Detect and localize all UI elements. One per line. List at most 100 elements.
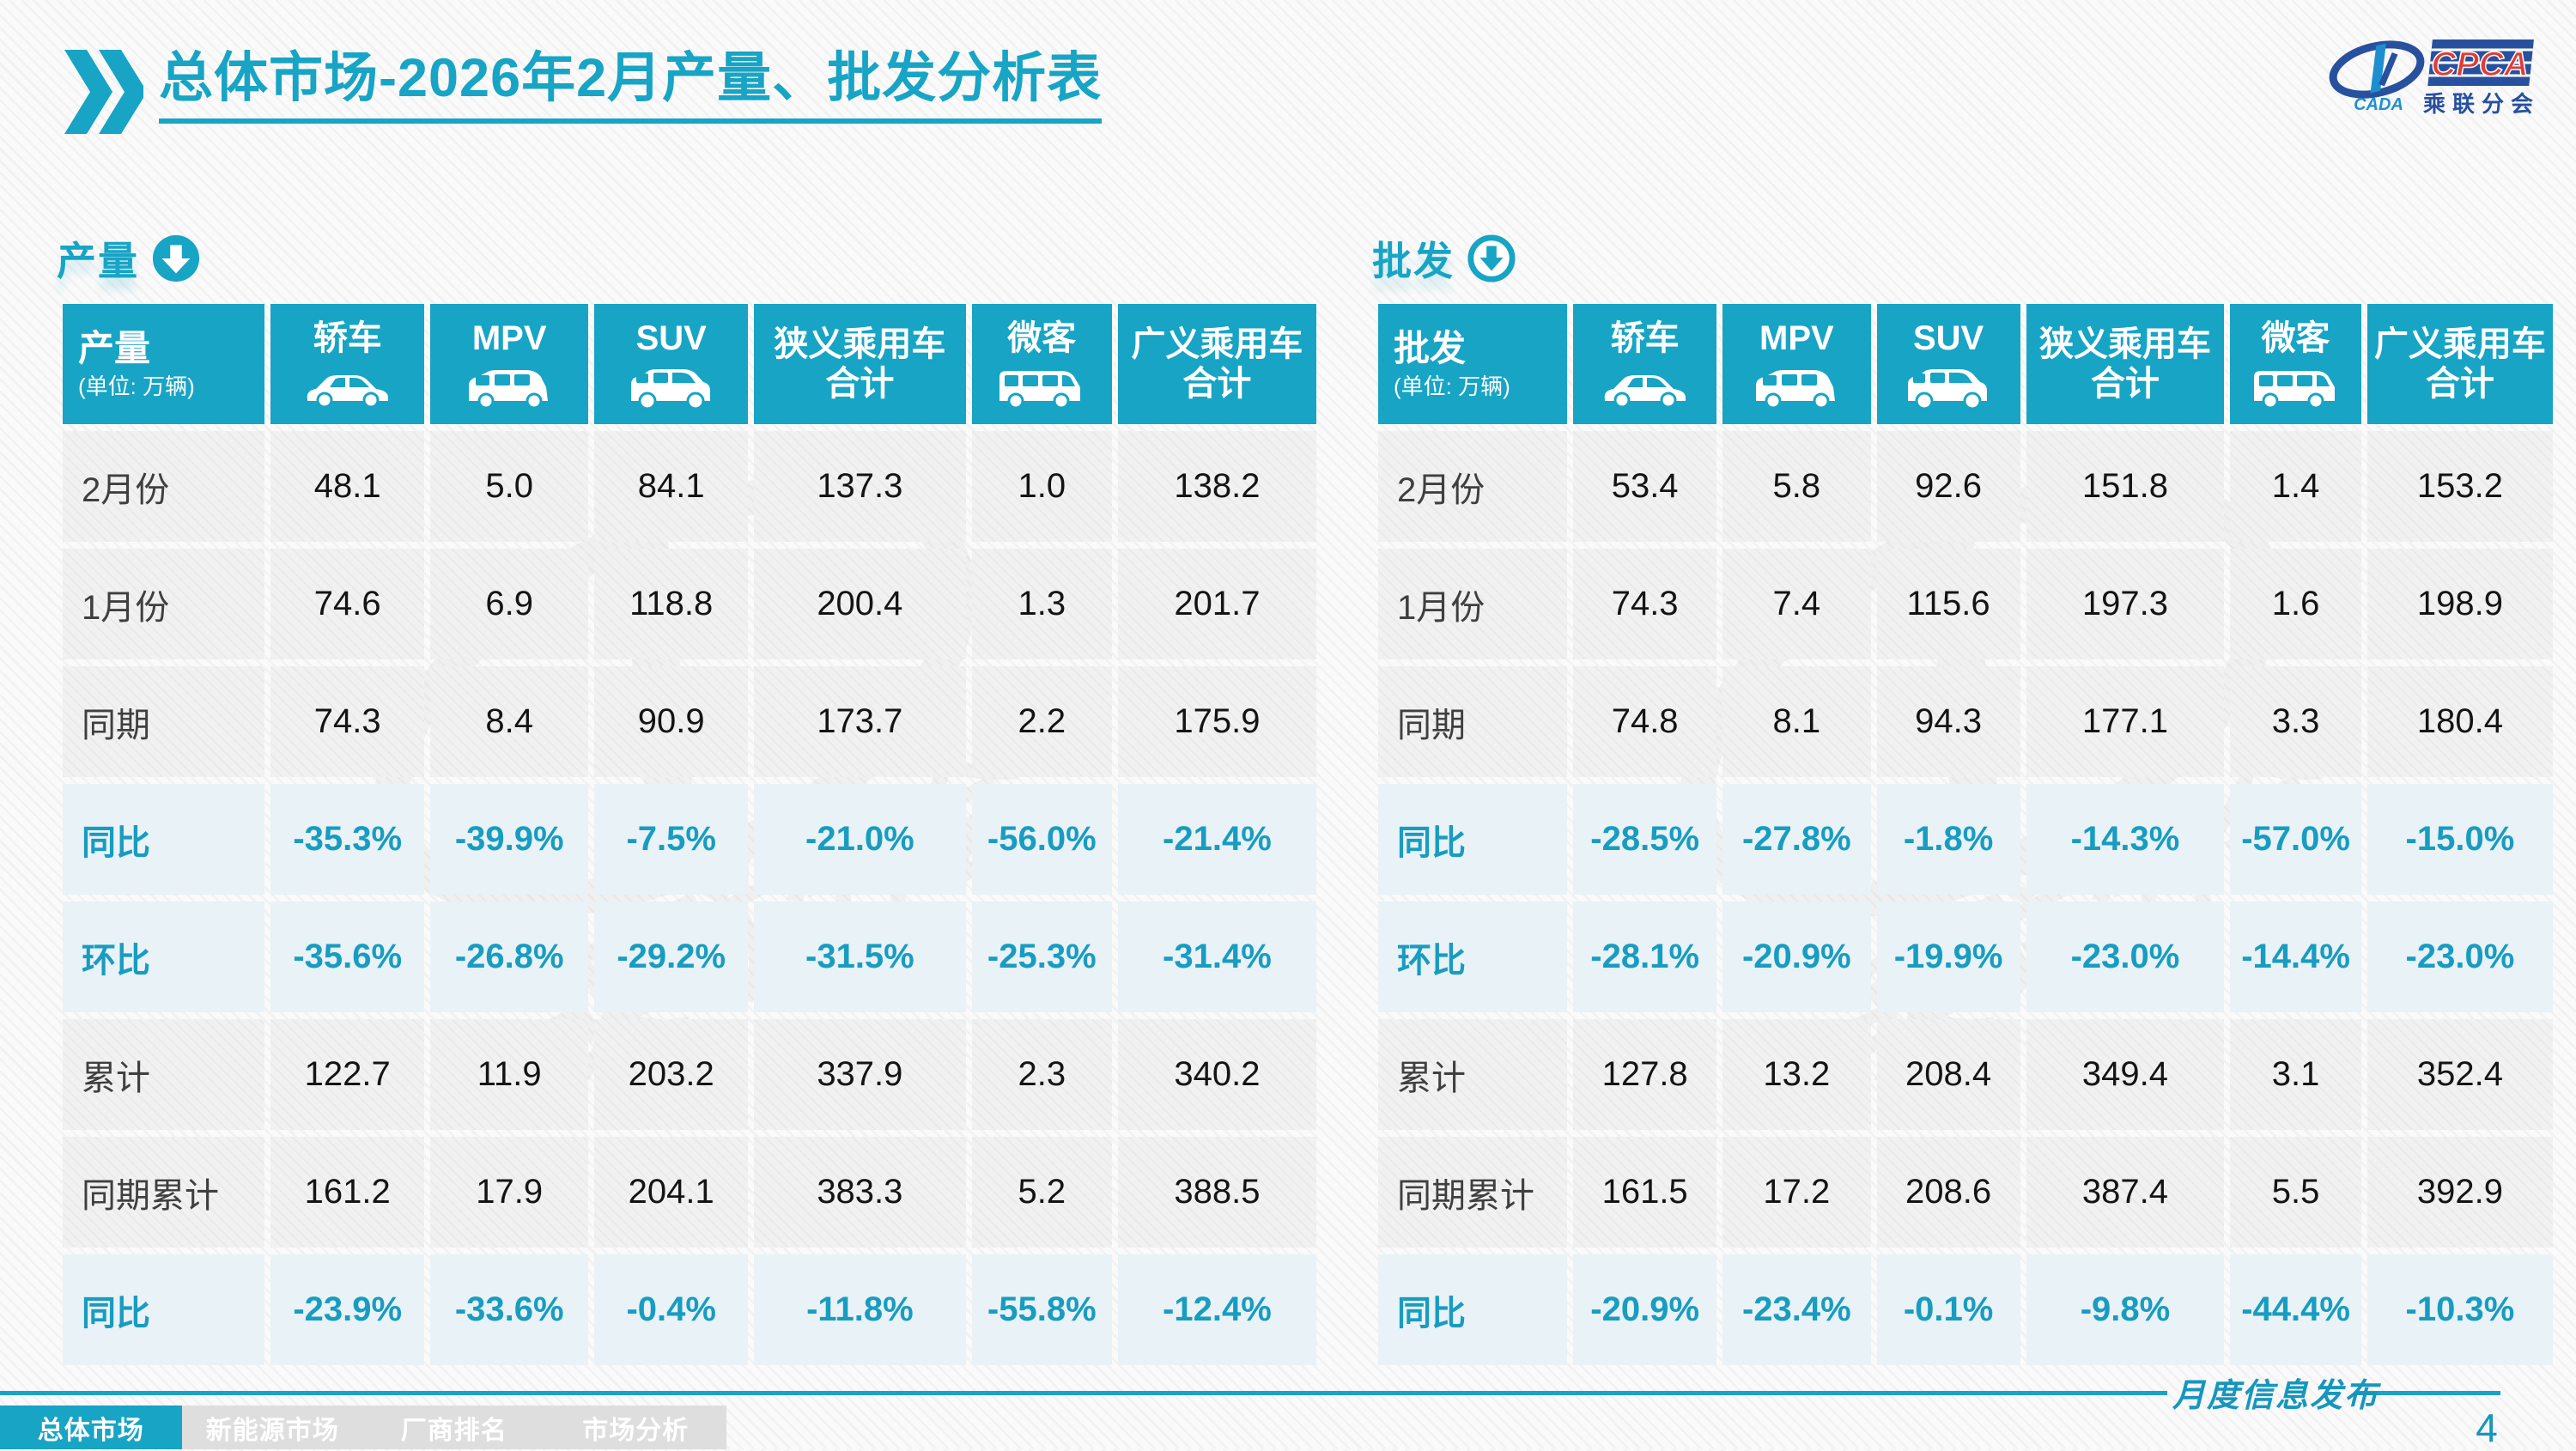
row-label-cell: 同期累计 bbox=[63, 1137, 265, 1248]
value-cell: 5.0 bbox=[430, 431, 589, 542]
value-cell: 2.3 bbox=[971, 1019, 1112, 1130]
value-cell: 388.5 bbox=[1117, 1137, 1316, 1248]
value-cell: 17.9 bbox=[430, 1137, 589, 1248]
value-cell: 161.5 bbox=[1573, 1137, 1717, 1248]
value-cell: 92.6 bbox=[1876, 431, 2020, 542]
value-cell: 5.5 bbox=[2230, 1137, 2361, 1248]
logo-cpca-text: CPCA bbox=[2431, 46, 2528, 83]
column-header: SUV bbox=[1876, 304, 2020, 424]
column-header: 广义乘用车合计 bbox=[1117, 304, 1316, 424]
nav-tab-3[interactable]: 厂商排名 bbox=[400, 1416, 507, 1445]
value-cell: 392.9 bbox=[2366, 1137, 2553, 1248]
cpca-logo: CADA CPCA 乘联分会 bbox=[2325, 31, 2540, 117]
minibus-icon bbox=[975, 367, 1109, 410]
page-title-rest: -2026年2月产量、批发分析表 bbox=[379, 48, 1103, 108]
logo-cada-text: CADA bbox=[2354, 95, 2403, 114]
percent-cell: -26.8% bbox=[430, 902, 589, 1012]
value-cell: 8.1 bbox=[1722, 666, 1871, 777]
column-header: 微客 bbox=[2230, 304, 2361, 424]
row-label-cell: 同期累计 bbox=[1378, 1137, 1568, 1248]
mpv-icon bbox=[434, 367, 585, 410]
value-cell: 53.4 bbox=[1573, 431, 1717, 542]
nav-tab-4[interactable]: 市场分析 bbox=[582, 1416, 690, 1445]
value-cell: 208.4 bbox=[1876, 1019, 2020, 1130]
header-row: 产量 (单位: 万辆) 轿车 MPV SUV 狭义乘用车合计 微客 广义乘用车合计 bbox=[63, 304, 1316, 424]
row-label-cell: 1月份 bbox=[63, 549, 265, 659]
table-title-cell: 产量 (单位: 万辆) bbox=[63, 304, 265, 424]
percent-cell: -15.0% bbox=[2366, 784, 2553, 895]
bottom-nav: 总体市场 新能源市场 厂商排名 市场分析 bbox=[0, 1405, 726, 1449]
column-header: MPV bbox=[430, 304, 589, 424]
double-chevron-icon bbox=[64, 50, 143, 134]
percent-cell: -0.1% bbox=[1876, 1254, 2020, 1365]
table-row: 1月份 74.3 7.4 115.6 197.3 1.6 198.9 bbox=[1378, 549, 2553, 659]
column-header-label: 轿车 bbox=[313, 319, 382, 357]
production-section-header: 产量 bbox=[57, 225, 1322, 292]
value-cell: 7.4 bbox=[1722, 549, 1871, 659]
column-header: 微客 bbox=[971, 304, 1112, 424]
value-cell: 137.3 bbox=[754, 431, 966, 542]
row-label-cell: 1月份 bbox=[1378, 549, 1568, 659]
table-row: 同期 74.8 8.1 94.3 177.1 3.3 180.4 bbox=[1378, 666, 2553, 777]
value-cell: 175.9 bbox=[1117, 666, 1316, 777]
nav-tab-1[interactable]: 总体市场 bbox=[0, 1405, 182, 1449]
row-label-cell: 累计 bbox=[63, 1019, 265, 1130]
percent-cell: -39.9% bbox=[430, 784, 589, 895]
table-row: 同比 -28.5% -27.8% -1.8% -14.3% -57.0% -15.0% bbox=[1378, 784, 2553, 895]
table-row: 2月份 48.1 5.0 84.1 137.3 1.0 138.2 bbox=[63, 431, 1316, 542]
value-cell: 383.3 bbox=[754, 1137, 966, 1248]
table-row: 同比 -35.3% -39.9% -7.5% -21.0% -56.0% -21.4% bbox=[63, 784, 1316, 895]
value-cell: 74.3 bbox=[270, 666, 425, 777]
wholesale-section-label: 批发 bbox=[1372, 239, 1455, 283]
nav-tab-2[interactable]: 新能源市场 bbox=[205, 1416, 339, 1445]
value-cell: 208.6 bbox=[1876, 1137, 2020, 1248]
row-label-cell: 环比 bbox=[63, 902, 265, 1012]
production-section-label: 产量 bbox=[57, 239, 139, 283]
percent-cell: -1.8% bbox=[1876, 784, 2020, 895]
percent-cell: -35.3% bbox=[270, 784, 425, 895]
value-cell: 90.9 bbox=[594, 666, 749, 777]
percent-cell: -12.4% bbox=[1117, 1254, 1316, 1365]
percent-cell: -20.9% bbox=[1573, 1254, 1717, 1365]
wholesale-section-header: 批发 bbox=[1372, 225, 2559, 292]
percent-cell: -55.8% bbox=[971, 1254, 1112, 1365]
value-cell: 340.2 bbox=[1117, 1019, 1316, 1130]
value-cell: 74.3 bbox=[1573, 549, 1717, 659]
value-cell: 197.3 bbox=[2026, 549, 2225, 659]
value-cell: 74.8 bbox=[1573, 666, 1717, 777]
column-header: MPV bbox=[1722, 304, 1871, 424]
column-header-label: SUV bbox=[1912, 319, 1984, 357]
value-cell: 84.1 bbox=[594, 431, 749, 542]
table-unit-note: (单位: 万辆) bbox=[1394, 373, 1510, 400]
table-title-label: 批发 bbox=[1394, 327, 1467, 368]
value-cell: 1.4 bbox=[2230, 431, 2361, 542]
percent-cell: -21.0% bbox=[754, 784, 966, 895]
table-row: 同期 74.3 8.4 90.9 173.7 2.2 175.9 bbox=[63, 666, 1316, 777]
value-cell: 127.8 bbox=[1573, 1019, 1717, 1130]
table-row: 同比 -23.9% -33.6% -0.4% -11.8% -55.8% -12.4% bbox=[63, 1254, 1316, 1365]
value-cell: 122.7 bbox=[270, 1019, 425, 1130]
value-cell: 118.8 bbox=[594, 549, 749, 659]
value-cell: 201.7 bbox=[1117, 549, 1316, 659]
percent-cell: -0.4% bbox=[594, 1254, 749, 1365]
slide-header: 总体市场-2026年2月产量、批发分析表 bbox=[64, 48, 1103, 134]
value-cell: 3.3 bbox=[2230, 666, 2361, 777]
percent-cell: -31.4% bbox=[1117, 902, 1316, 1012]
column-header-label: MPV bbox=[471, 319, 547, 357]
row-label-cell: 环比 bbox=[1378, 902, 1568, 1012]
wholesale-section: 批发 批发 (单位: 万辆) 轿车 MPV SUV 狭义乘用车合计 微客 广义乘用车合计 2月… bbox=[1372, 225, 2559, 1372]
percent-cell: -44.4% bbox=[2230, 1254, 2361, 1365]
arrow-down-ring-icon bbox=[1467, 234, 1516, 283]
value-cell: 17.2 bbox=[1722, 1137, 1871, 1248]
table-row: 同期累计 161.2 17.9 204.1 383.3 5.2 388.5 bbox=[63, 1137, 1316, 1248]
page-title: 总体市场-2026年2月产量、批发分析表 bbox=[159, 48, 1103, 124]
table-row: 2月份 53.4 5.8 92.6 151.8 1.4 153.2 bbox=[1378, 431, 2553, 542]
row-label-cell: 累计 bbox=[1378, 1019, 1568, 1130]
column-header: 轿车 bbox=[1573, 304, 1717, 424]
percent-cell: -31.5% bbox=[754, 902, 966, 1012]
value-cell: 8.4 bbox=[430, 666, 589, 777]
footer-divider-line-right bbox=[2354, 1391, 2500, 1395]
page-number: 4 bbox=[2476, 1405, 2498, 1450]
column-header: 狭义乘用车合计 bbox=[754, 304, 966, 424]
